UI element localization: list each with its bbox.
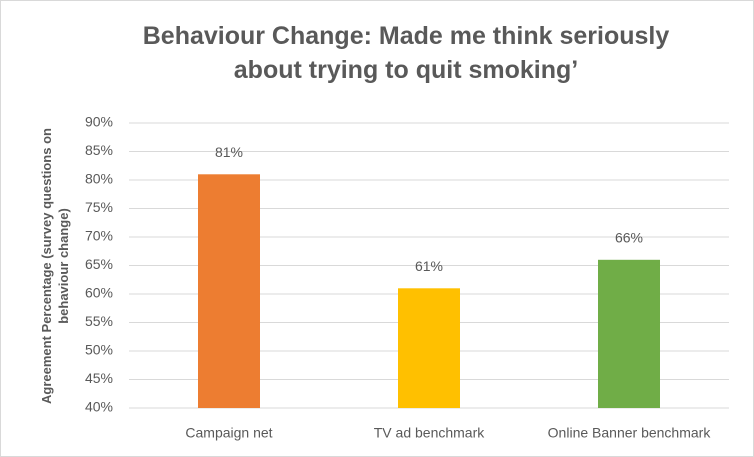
y-tick-label: 50% (85, 342, 113, 358)
x-tick-label: Campaign net (185, 425, 272, 441)
y-tick-label: 90% (85, 114, 113, 130)
y-tick-label: 45% (85, 370, 113, 386)
bar (398, 288, 460, 408)
x-tick-label: Online Banner benchmark (548, 425, 712, 441)
chart-title: Behaviour Change: Made me think seriousl… (142, 22, 670, 84)
x-tick-label: TV ad benchmark (374, 425, 485, 441)
y-tick-label: 55% (85, 313, 113, 329)
value-label: 66% (615, 230, 643, 246)
value-label: 81% (215, 144, 243, 160)
y-tick-label: 70% (85, 228, 113, 244)
y-tick-label: 60% (85, 285, 113, 301)
y-tick-label: 85% (85, 142, 113, 158)
value-label: 61% (415, 258, 443, 274)
y-tick-label: 65% (85, 256, 113, 272)
bar (198, 174, 260, 408)
bar (598, 259, 660, 408)
y-tick-label: 40% (85, 399, 113, 415)
y-tick-label: 75% (85, 199, 113, 215)
y-tick-label: 80% (85, 171, 113, 187)
